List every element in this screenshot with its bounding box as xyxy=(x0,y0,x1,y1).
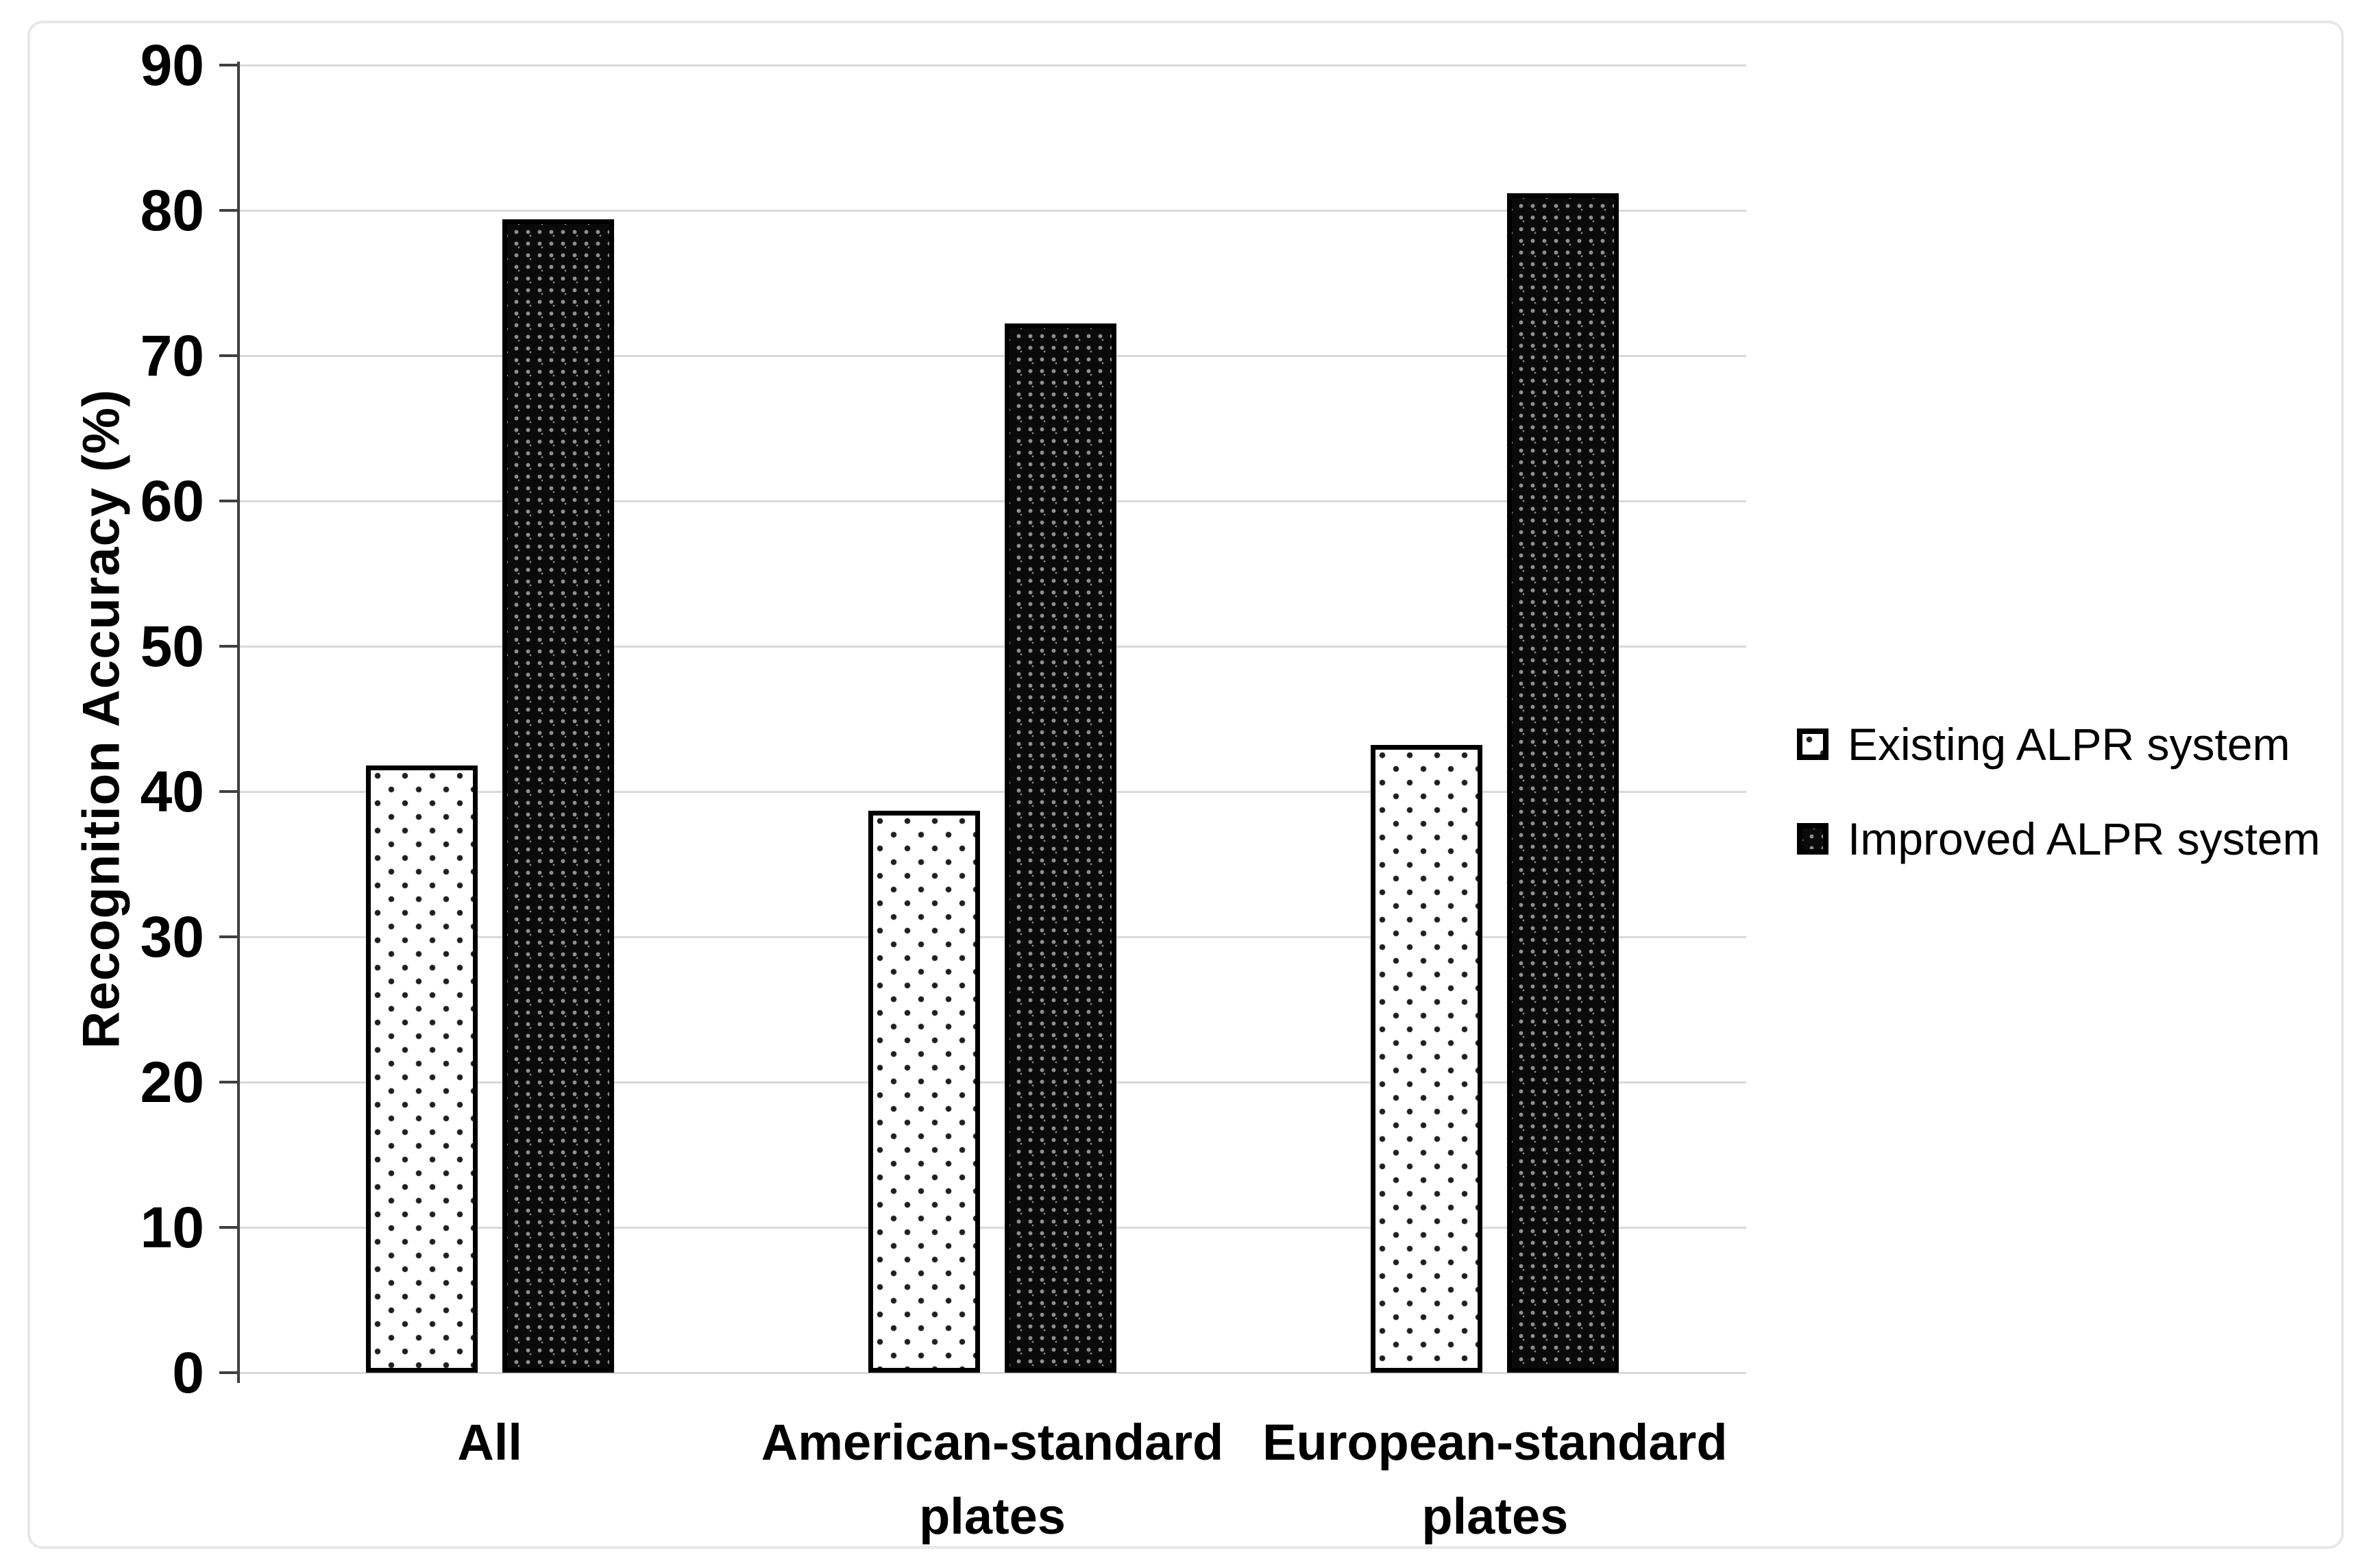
gridline-20 xyxy=(238,1081,1746,1083)
bar-existing-alpr-system-all xyxy=(365,765,478,1373)
gridline-40 xyxy=(238,790,1746,793)
bar-improved-alpr-system-european-standard-plates xyxy=(1507,193,1619,1373)
y-tickmark-30 xyxy=(219,935,238,938)
y-tickmark-80 xyxy=(219,209,238,212)
y-tick-label-90: 90 xyxy=(140,33,204,97)
x-axis-label-american-standard-plates: American-standard plates xyxy=(761,1414,1224,1545)
y-axis-title: Recognition Accuracy (%) xyxy=(72,389,131,1049)
gridline-0 xyxy=(238,1371,1746,1374)
y-tick-label-0: 0 xyxy=(172,1340,204,1405)
y-tick-label-20: 20 xyxy=(140,1050,204,1114)
y-tick-label-10: 10 xyxy=(140,1195,204,1260)
x-axis-label-all: All xyxy=(457,1414,522,1471)
y-tickmark-0 xyxy=(219,1371,238,1374)
legend-swatch-dotted-pattern-icon xyxy=(1797,728,1828,760)
y-tick-label-50: 50 xyxy=(140,614,204,678)
y-tick-label-60: 60 xyxy=(140,469,204,533)
bar-existing-alpr-system-american-standard-plates xyxy=(868,810,980,1373)
y-tickmark-60 xyxy=(219,500,238,502)
y-tick-label-70: 70 xyxy=(140,323,204,388)
y-tickmark-70 xyxy=(219,354,238,357)
y-tickmark-10 xyxy=(219,1226,238,1229)
bar-improved-alpr-system-all xyxy=(502,219,614,1373)
x-axis-label-european-standard-plates: European-standard plates xyxy=(1262,1414,1728,1545)
y-tick-label-80: 80 xyxy=(140,178,204,243)
gridline-50 xyxy=(238,645,1746,648)
bar-improved-alpr-system-american-standard-plates xyxy=(1005,323,1116,1373)
bar-existing-alpr-system-european-standard-plates xyxy=(1371,745,1483,1373)
legend: Existing ALPR system Improved ALPR syste… xyxy=(1797,720,2321,863)
gridline-70 xyxy=(238,354,1746,357)
gridline-90 xyxy=(238,64,1746,66)
legend-label-improved: Improved ALPR system xyxy=(1848,813,2321,864)
gridline-10 xyxy=(238,1226,1746,1229)
y-tickmark-20 xyxy=(219,1081,238,1083)
y-tickmark-50 xyxy=(219,645,238,648)
legend-item-existing: Existing ALPR system xyxy=(1797,720,2321,769)
y-tickmark-40 xyxy=(219,790,238,793)
y-tick-label-30: 30 xyxy=(140,905,204,969)
legend-swatch-beads-pattern-icon xyxy=(1797,823,1828,855)
legend-item-improved: Improved ALPR system xyxy=(1797,814,2321,863)
legend-label-existing: Existing ALPR system xyxy=(1848,719,2290,770)
y-tick-label-40: 40 xyxy=(140,759,204,824)
y-tickmark-90 xyxy=(219,64,238,66)
gridline-80 xyxy=(238,209,1746,212)
gridline-60 xyxy=(238,500,1746,502)
gridline-30 xyxy=(238,935,1746,938)
y-axis-line xyxy=(237,62,240,1383)
